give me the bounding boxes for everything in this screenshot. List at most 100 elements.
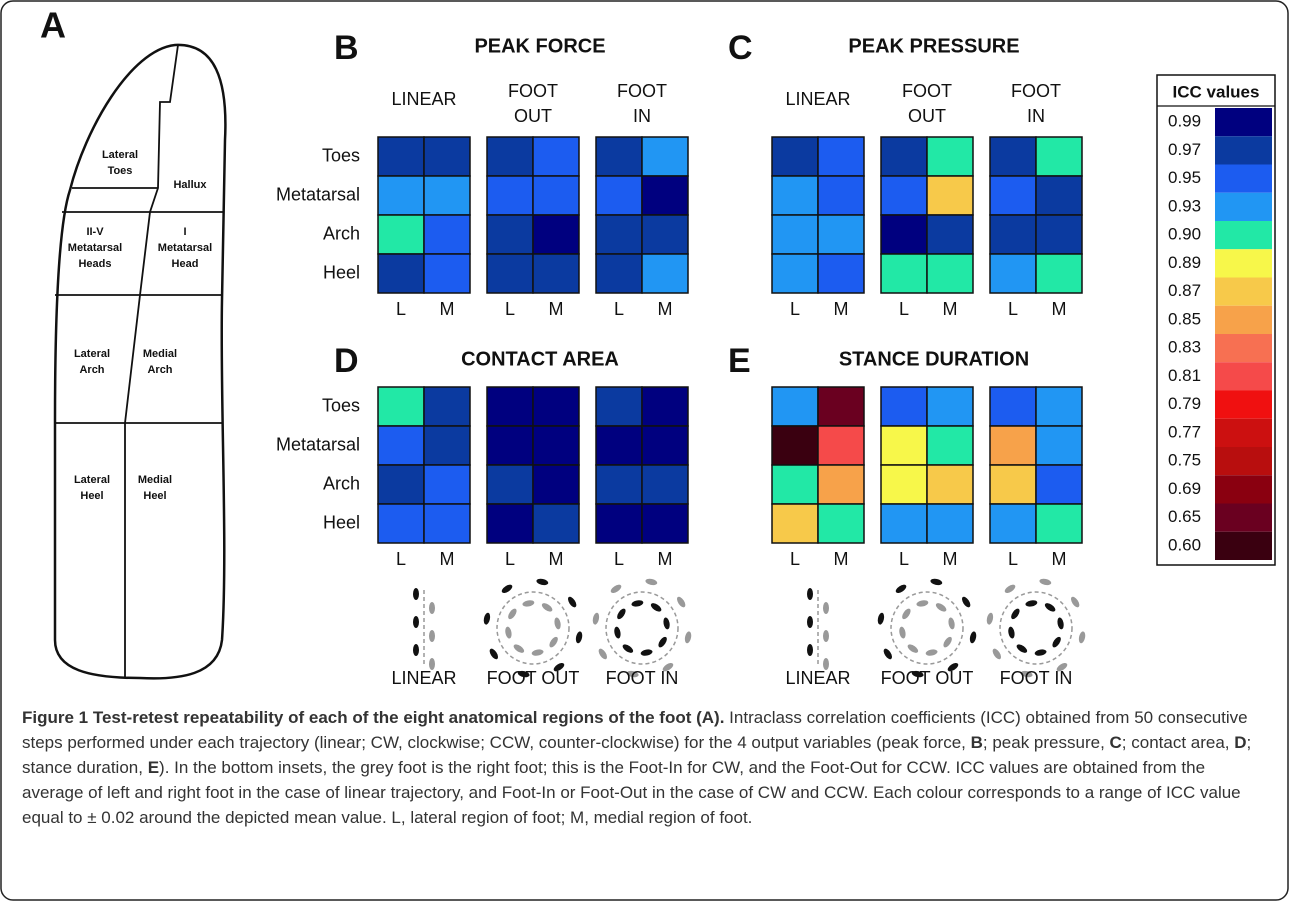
heatmap-cell (818, 137, 864, 176)
row-label: Arch (323, 473, 360, 493)
heatmap-cell (487, 176, 533, 215)
footprint (1010, 607, 1022, 620)
footprint (969, 631, 977, 644)
heatmap-cell (642, 137, 688, 176)
heatmap-cell (378, 176, 424, 215)
column-label: M (440, 299, 455, 319)
footprint (898, 626, 906, 639)
region-label: Heel (143, 490, 166, 502)
heatmap-cell (818, 465, 864, 504)
footprint (429, 630, 435, 642)
column-label: L (790, 299, 800, 319)
heatmap-cell (772, 254, 818, 293)
footprint (882, 647, 894, 660)
heatmap-cell (424, 176, 470, 215)
foot-outline (55, 45, 225, 678)
inset-label: FOOT IN (606, 668, 679, 688)
heatmap-cell (990, 215, 1036, 254)
heatmap-cell (1036, 137, 1082, 176)
region-label: Arch (79, 364, 104, 376)
footprint (906, 643, 919, 655)
heatmap-cell (487, 387, 533, 426)
legend-swatch (1215, 108, 1272, 136)
heatmap-cell (818, 215, 864, 254)
inset-label: FOOT OUT (487, 668, 580, 688)
footprint (1051, 635, 1063, 648)
heatmap-cell (378, 426, 424, 465)
footprint (483, 612, 491, 625)
footprint (901, 607, 913, 620)
caption-text: ). In the bottom insets, the grey foot i… (22, 758, 1241, 827)
footprint (1003, 583, 1016, 595)
legend-label: 0.95 (1168, 168, 1201, 187)
column-label: L (1008, 299, 1018, 319)
panel-title: PEAK PRESSURE (848, 35, 1019, 57)
footprint (616, 607, 628, 620)
region-label: Lateral (102, 149, 138, 161)
footprint (540, 602, 553, 614)
footprint (613, 626, 621, 639)
heatmap-cell (424, 137, 470, 176)
heatmap-cell (642, 465, 688, 504)
region-label: Lateral (74, 348, 110, 360)
panel-title: CONTACT AREA (461, 348, 619, 370)
footprint (684, 631, 692, 644)
heatmap-cell (378, 215, 424, 254)
legend-label: 0.75 (1168, 451, 1201, 470)
heatmap-cell (533, 465, 579, 504)
footprint (1039, 578, 1052, 586)
heatmap-cell (772, 426, 818, 465)
legend-swatch (1215, 419, 1272, 447)
legend-label: 0.85 (1168, 309, 1201, 328)
footprint (916, 599, 929, 607)
heatmap-cell (533, 504, 579, 543)
heatmap-cell (424, 254, 470, 293)
footprint (507, 607, 519, 620)
legend-label: 0.79 (1168, 394, 1201, 413)
heatmap-cell (818, 426, 864, 465)
heatmap-cell (596, 426, 642, 465)
heatmap-cell (533, 215, 579, 254)
heatmap-cell (378, 137, 424, 176)
heatmap-cell (487, 137, 533, 176)
heatmap-cell (927, 387, 973, 426)
column-label: L (790, 549, 800, 569)
row-label: Toes (322, 145, 360, 165)
inset-label: FOOT IN (1000, 668, 1073, 688)
footprint (1034, 649, 1047, 657)
heatmap-cell (1036, 426, 1082, 465)
heatmap-cell (424, 426, 470, 465)
column-label: M (834, 299, 849, 319)
heatmap-cell (642, 215, 688, 254)
legend-label: 0.69 (1168, 479, 1201, 498)
heatmap-cell (1036, 465, 1082, 504)
heatmap-cell (596, 465, 642, 504)
region-label: Lateral (74, 474, 110, 486)
footprint (413, 644, 419, 656)
region-label: Heel (80, 490, 103, 502)
legend-swatch (1215, 165, 1272, 193)
footprint (807, 616, 813, 628)
footprint (522, 599, 535, 607)
heatmap-cell (990, 176, 1036, 215)
group-header: LINEAR (391, 89, 456, 109)
heatmap-cell (378, 465, 424, 504)
heatmap-cell (642, 426, 688, 465)
footprint (823, 602, 829, 614)
heatmap-cell (927, 254, 973, 293)
column-label: M (834, 549, 849, 569)
heatmap-cell (487, 465, 533, 504)
heatmap-cell (596, 176, 642, 215)
group-header: OUT (908, 106, 946, 126)
footprint (930, 578, 943, 586)
legend-label: 0.65 (1168, 507, 1201, 526)
region-label: Medial (143, 348, 177, 360)
inset-label: FOOT OUT (881, 668, 974, 688)
footprint (645, 578, 658, 586)
heatmap-cell (927, 176, 973, 215)
legend-label: 0.77 (1168, 422, 1201, 441)
heatmap-cell (533, 387, 579, 426)
heatmap-cell (1036, 504, 1082, 543)
heatmap-cell (772, 215, 818, 254)
column-label: M (549, 549, 564, 569)
